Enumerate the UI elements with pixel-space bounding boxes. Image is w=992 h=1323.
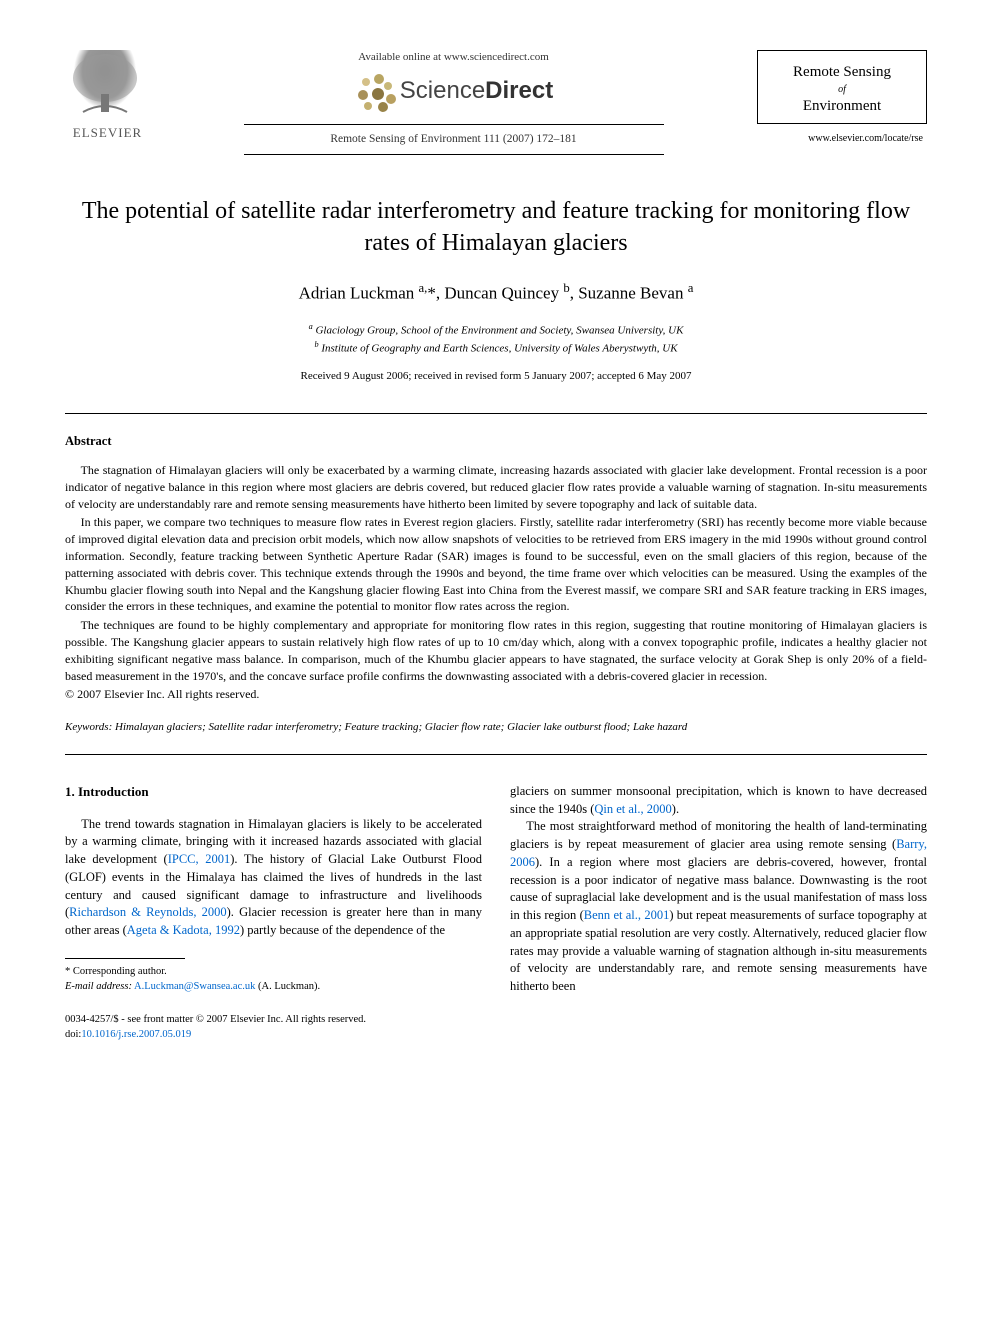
journal-box-wrapper: Remote Sensing of Environment www.elsevi…: [757, 50, 927, 146]
affiliations: a Glaciology Group, School of the Enviro…: [65, 321, 927, 357]
rule-below-abstract: [65, 754, 927, 755]
keywords-label: Keywords:: [65, 721, 112, 733]
footnote-rule: [65, 958, 185, 959]
journal-url: www.elsevier.com/locate/rse: [757, 132, 927, 147]
keywords-text: Himalayan glaciers; Satellite radar inte…: [115, 721, 687, 733]
abstract-copyright: © 2007 Elsevier Inc. All rights reserved…: [65, 686, 927, 703]
journal-box: Remote Sensing of Environment: [757, 50, 927, 124]
journal-box-of: of: [766, 83, 918, 98]
elsevier-logo: ELSEVIER: [65, 50, 150, 145]
article-title: The potential of satellite radar interfe…: [65, 195, 927, 260]
intro-para-right-2: The most straightforward method of monit…: [510, 818, 927, 996]
abstract-paragraphs: The stagnation of Himalayan glaciers wil…: [65, 462, 927, 684]
left-column: 1. Introduction The trend towards stagna…: [65, 783, 482, 1043]
sd-word-b: Direct: [485, 77, 553, 104]
keywords-line: Keywords: Himalayan glaciers; Satellite …: [65, 720, 927, 736]
abstract-heading: Abstract: [65, 432, 927, 450]
sciencedirect-icon: [354, 72, 392, 110]
sd-word-a: Science: [400, 77, 485, 104]
section-1-heading: 1. Introduction: [65, 783, 482, 802]
journal-reference: Remote Sensing of Environment 111 (2007)…: [170, 131, 737, 148]
affiliation: a Glaciology Group, School of the Enviro…: [65, 321, 927, 339]
doi-label: doi:: [65, 1029, 81, 1040]
rule-above-abstract: [65, 413, 927, 414]
abstract-section: Abstract The stagnation of Himalayan gla…: [65, 432, 927, 736]
right-column: glaciers on summer monsoonal precipitati…: [510, 783, 927, 1043]
sciencedirect-text: ScienceDirect: [400, 74, 553, 109]
email-footnote: E-mail address: A.Luckman@Swansea.ac.uk …: [65, 980, 482, 995]
journal-box-line2: Environment: [766, 97, 918, 117]
email-label: E-mail address:: [65, 981, 132, 992]
sciencedirect-brand: ScienceDirect: [170, 72, 737, 110]
doi-link[interactable]: 10.1016/j.rse.2007.05.019: [81, 1029, 191, 1040]
affiliation: b Institute of Geography and Earth Scien…: [65, 339, 927, 357]
title-block: The potential of satellite radar interfe…: [65, 195, 927, 385]
available-online-text: Available online at www.sciencedirect.co…: [170, 50, 737, 66]
header-bar: ELSEVIER Available online at www.science…: [65, 50, 927, 155]
abstract-paragraph: In this paper, we compare two techniques…: [65, 514, 927, 615]
corresponding-author-note: * Corresponding author.: [65, 965, 482, 980]
issn-line: 0034-4257/$ - see front matter © 2007 El…: [65, 1012, 482, 1027]
author-email-link[interactable]: A.Luckman@Swansea.ac.uk: [134, 981, 255, 992]
intro-para-left: The trend towards stagnation in Himalaya…: [65, 816, 482, 940]
intro-para-right-1: glaciers on summer monsoonal precipitati…: [510, 783, 927, 819]
doi-line: doi:10.1016/j.rse.2007.05.019: [65, 1027, 482, 1042]
authors: Adrian Luckman a,*, Duncan Quincey b, Su…: [65, 279, 927, 306]
body-columns: 1. Introduction The trend towards stagna…: [65, 783, 927, 1043]
elsevier-label: ELSEVIER: [65, 124, 150, 143]
abstract-paragraph: The stagnation of Himalayan glaciers wil…: [65, 462, 927, 512]
elsevier-tree-icon: [65, 50, 145, 120]
header-center: Available online at www.sciencedirect.co…: [150, 50, 757, 155]
abstract-paragraph: The techniques are found to be highly co…: [65, 617, 927, 684]
article-dates: Received 9 August 2006; received in revi…: [65, 369, 927, 385]
journal-box-line1: Remote Sensing: [766, 63, 918, 83]
email-author-name: (A. Luckman).: [258, 981, 320, 992]
